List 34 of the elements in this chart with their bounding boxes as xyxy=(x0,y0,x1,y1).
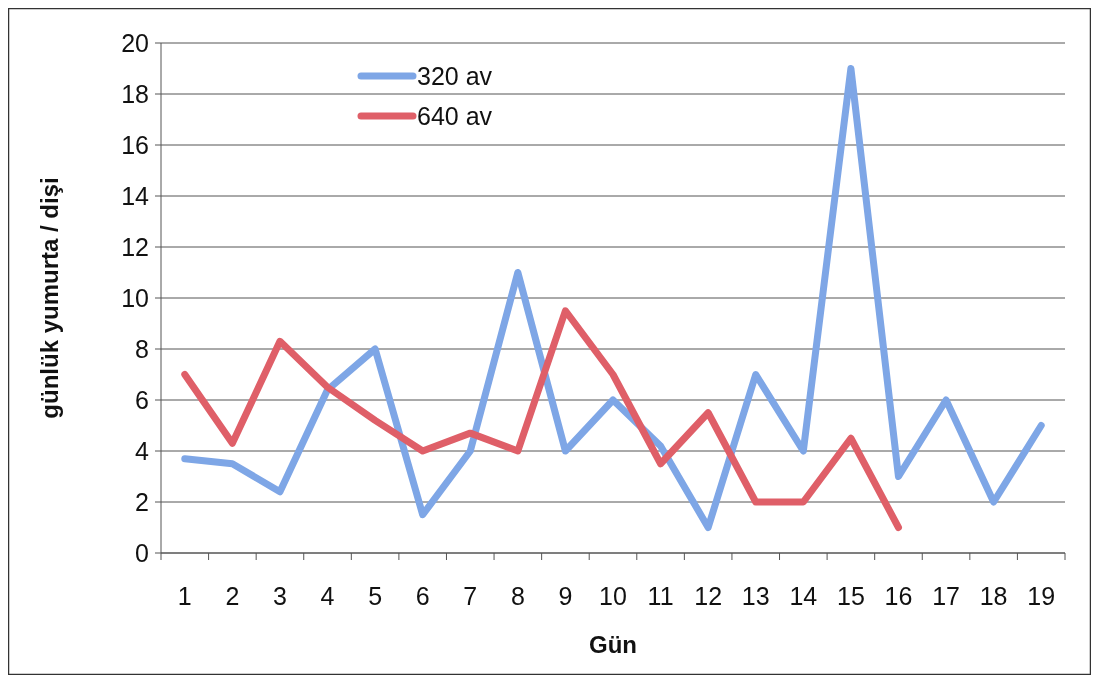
x-tick-label: 14 xyxy=(789,582,818,610)
x-tick-label: 16 xyxy=(884,582,913,610)
legend-label: 320 av xyxy=(417,61,493,90)
x-tick-label: 1 xyxy=(177,582,192,610)
x-tick-label: 18 xyxy=(979,582,1008,610)
x-tick-label: 12 xyxy=(694,582,723,610)
x-tick-label: 10 xyxy=(599,582,627,610)
y-tick-label: 4 xyxy=(135,436,150,465)
x-tick-label: 3 xyxy=(272,582,287,610)
x-tick-label: 2 xyxy=(225,582,240,610)
x-tick-label: 17 xyxy=(932,582,960,610)
y-axis-title: günlük yumurta / dişi xyxy=(36,177,63,419)
x-tick-label: 7 xyxy=(463,582,478,610)
x-tick-label: 8 xyxy=(510,582,525,610)
x-axis-title: Gün xyxy=(589,631,637,658)
x-tick-label: 11 xyxy=(647,582,674,610)
y-tick-label: 16 xyxy=(121,130,149,159)
x-tick-label: 9 xyxy=(558,582,573,610)
y-tick-label: 20 xyxy=(121,28,149,57)
y-tick-label: 6 xyxy=(135,385,149,414)
x-tick-label: 15 xyxy=(836,582,865,610)
y-tick-label: 14 xyxy=(121,181,150,210)
y-tick-label: 8 xyxy=(135,334,149,363)
x-tick-label: 6 xyxy=(415,582,430,610)
x-tick-label: 13 xyxy=(741,582,770,610)
y-tick-label: 2 xyxy=(135,487,149,516)
x-tick-label: 4 xyxy=(320,582,335,610)
legend-label: 640 av xyxy=(417,101,493,130)
y-tick-label: 12 xyxy=(121,232,149,261)
y-tick-label: 18 xyxy=(121,79,149,108)
y-tick-label: 0 xyxy=(135,538,149,567)
y-tick-label: 10 xyxy=(121,283,149,312)
x-tick-label: 5 xyxy=(368,582,383,610)
x-tick-label: 19 xyxy=(1027,582,1056,610)
